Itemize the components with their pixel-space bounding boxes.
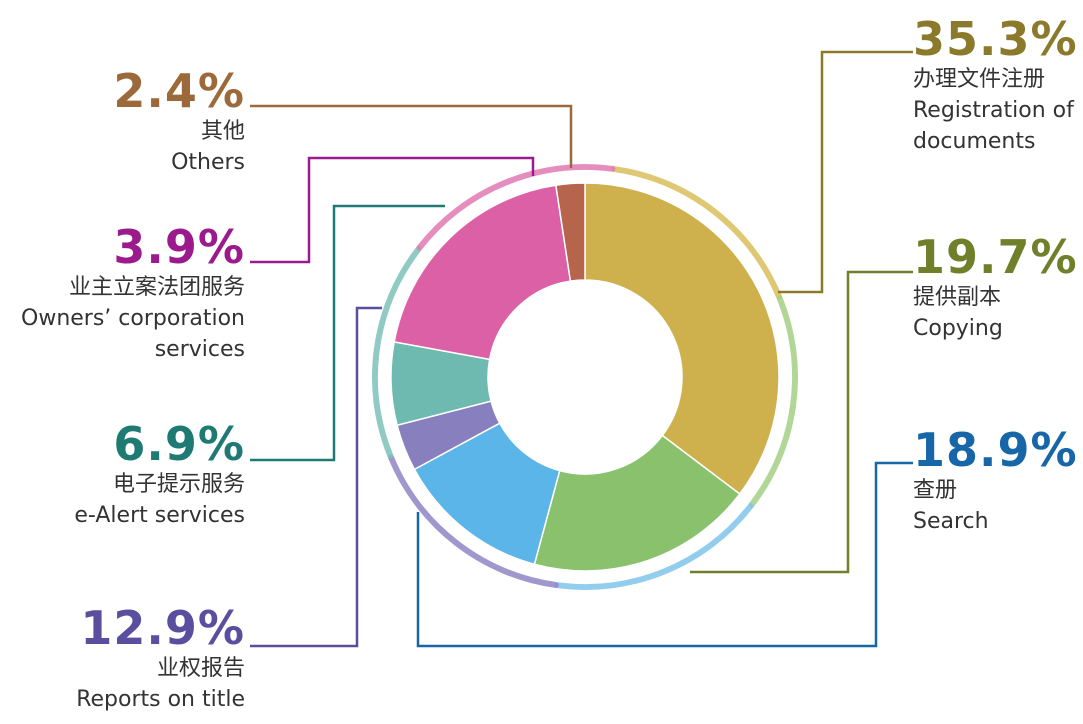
label-zh-reports: 业权报告: [156, 656, 245, 681]
label-copying: 19.7% 提供副本 Copying: [913, 232, 1083, 344]
label-others: 2.4% 其他 Others: [40, 66, 245, 178]
label-zh-copying: 提供副本: [913, 285, 1002, 310]
value-reports: 12.9%: [80, 601, 245, 655]
donut-slice-others: [555, 182, 586, 282]
leader-line-search: [416, 461, 913, 648]
donut-slice-copying: [393, 184, 572, 361]
outer-ring: [372, 164, 798, 590]
leader-line-ealert: [250, 204, 445, 462]
label-zh-ealert: 电子提示服务: [112, 472, 245, 497]
leader-line-reports: [250, 306, 382, 648]
outer-ring-segment: [387, 454, 559, 588]
outer-ring-segment: [554, 503, 754, 590]
donut-slice-registration: [584, 182, 780, 496]
value-registration: 35.3%: [913, 12, 1078, 66]
donut-wedges: [390, 182, 780, 572]
label-en-copying: Copying: [913, 316, 1003, 341]
outer-ring-segment: [611, 166, 783, 300]
label-ealert: 6.9% 电子提示服务 e-Alert services: [20, 419, 245, 531]
label-reports: 12.9% 业权报告 Reports on title: [20, 603, 245, 715]
label-en-reports: Reports on title: [76, 687, 245, 712]
value-ealert: 6.9%: [113, 417, 245, 471]
label-search: 18.9% 查册 Search: [913, 425, 1083, 537]
label-zh-owners: 业主立案法团服务: [68, 275, 245, 300]
outer-ring-segment: [372, 246, 422, 459]
label-en-others: Others: [171, 150, 245, 175]
label-en-registration: Registration of documents: [913, 98, 1074, 154]
outer-ring-segment: [748, 295, 798, 508]
label-en-ealert: e-Alert services: [74, 503, 245, 528]
leader-line-registration: [778, 50, 913, 294]
label-registration: 35.3% 办理文件注册 Registration of documents: [913, 14, 1083, 157]
label-en-search: Search: [913, 509, 989, 534]
outer-ring-segment: [416, 164, 616, 251]
value-owners: 3.9%: [113, 220, 245, 274]
value-search: 18.9%: [913, 423, 1078, 477]
donut-slice-search: [533, 434, 741, 572]
label-zh-search: 查册: [913, 478, 958, 503]
leader-line-others: [250, 104, 573, 168]
leader-lines: [250, 50, 913, 648]
value-others: 2.4%: [113, 64, 245, 118]
label-zh-others: 其他: [200, 119, 245, 144]
leader-line-copying: [690, 270, 913, 574]
value-copying: 19.7%: [913, 230, 1078, 284]
label-owners: 3.9% 业主立案法团服务 Owners’ corporation servic…: [0, 222, 245, 365]
leader-line-owners: [250, 156, 535, 264]
label-en-owners: Owners’ corporation services: [21, 306, 245, 362]
label-zh-registration: 办理文件注册: [913, 67, 1046, 92]
